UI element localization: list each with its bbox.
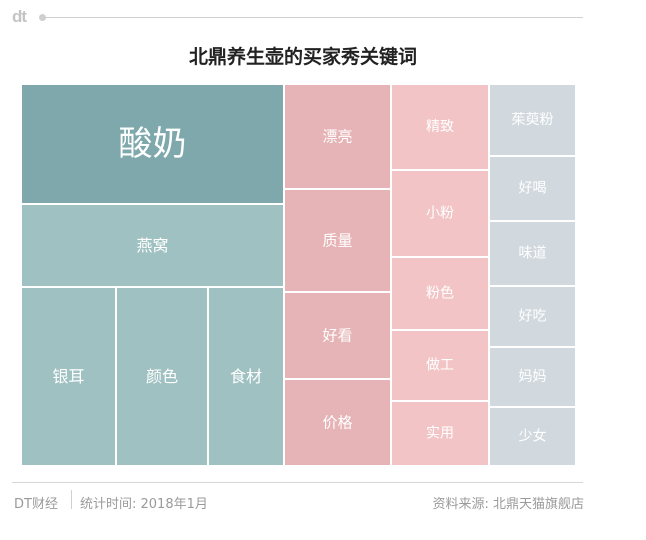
- treemap-cell-label: 好喝: [519, 181, 547, 197]
- treemap-cell-label: 做工: [426, 358, 454, 374]
- treemap-cell-label: 好吃: [519, 309, 547, 325]
- treemap-cell-label: 粉色: [426, 285, 454, 302]
- treemap-cell: 银耳: [22, 288, 115, 465]
- treemap-cell: 好看: [285, 293, 390, 378]
- treemap-cell-label: 燕窝: [136, 236, 168, 255]
- footer-separator: [71, 490, 72, 509]
- treemap-cell: 味道: [490, 222, 575, 285]
- treemap-cell: 好喝: [490, 157, 575, 220]
- treemap-cell-rect: [490, 222, 575, 285]
- treemap-cell: 小粉: [392, 171, 488, 256]
- footer-stat-time: 统计时间: 2018年1月: [80, 497, 208, 512]
- treemap-cell-label: 妈妈: [519, 369, 547, 385]
- treemap-cell-rect: [392, 402, 488, 465]
- treemap-cell-label: 小粉: [426, 206, 454, 222]
- treemap-cell-rect: [22, 288, 115, 465]
- footer-rule: [12, 482, 583, 483]
- treemap-cell-label: 茱萸粉: [512, 112, 554, 128]
- treemap-cell-label: 少女: [519, 428, 547, 445]
- treemap-cell-rect: [117, 288, 207, 465]
- treemap-cell-label: 食材: [230, 367, 262, 386]
- treemap-cell: 好吃: [490, 287, 575, 346]
- treemap-cell: 粉色: [392, 258, 488, 329]
- treemap-cell-label: 漂亮: [322, 128, 352, 146]
- treemap-cell: 妈妈: [490, 348, 575, 406]
- treemap-cell: 漂亮: [285, 85, 390, 188]
- treemap-cell: 精致: [392, 85, 488, 169]
- treemap-cell: 价格: [285, 380, 390, 465]
- treemap-cell: 酸奶: [22, 85, 283, 203]
- treemap-cell-label: 精致: [426, 119, 454, 135]
- treemap-cell-rect: [490, 287, 575, 346]
- treemap-cell-label: 酸奶: [119, 124, 187, 164]
- treemap-cell-label: 味道: [519, 246, 547, 262]
- treemap-cell: 做工: [392, 331, 488, 400]
- treemap-cell-rect: [392, 85, 488, 169]
- treemap-cell-rect: [22, 205, 283, 286]
- treemap-cell-label: 颜色: [146, 367, 178, 386]
- treemap-cell-rect: [285, 190, 390, 291]
- footer-source: 资料来源: 北鼎天猫旗舰店: [432, 497, 584, 512]
- treemap-cell-label: 价格: [322, 414, 352, 432]
- treemap-cell-rect: [285, 293, 390, 378]
- treemap-cell-rect: [490, 157, 575, 220]
- treemap-cell-rect: [490, 348, 575, 406]
- treemap-cell: 实用: [392, 402, 488, 465]
- treemap-cell-rect: [209, 288, 283, 465]
- treemap-cell-label: 好看: [322, 327, 352, 345]
- treemap-cell-rect: [392, 171, 488, 256]
- treemap-cell-rect: [392, 331, 488, 400]
- treemap-cell: 质量: [285, 190, 390, 291]
- treemap-cell: 茱萸粉: [490, 85, 575, 155]
- treemap-cell-rect: [392, 258, 488, 329]
- treemap-cell-label: 质量: [322, 232, 352, 250]
- chart-title: 北鼎养生壶的买家秀关键词: [188, 46, 417, 68]
- treemap-cell: 颜色: [117, 288, 207, 465]
- treemap-cell: 少女: [490, 408, 575, 465]
- footer-brand: DT财经: [14, 497, 58, 512]
- treemap-cell-rect: [490, 408, 575, 465]
- treemap-cell: 食材: [209, 288, 283, 465]
- treemap-cell-rect: [285, 380, 390, 465]
- treemap-cell-label: 实用: [426, 426, 454, 442]
- treemap-cell: 燕窝: [22, 205, 283, 286]
- treemap-cell-rect: [285, 85, 390, 188]
- treemap-cell-rect: [22, 85, 283, 203]
- header-rule: [42, 17, 583, 18]
- treemap-cell-label: 银耳: [52, 367, 84, 386]
- dt-logo: dt: [12, 7, 27, 26]
- treemap-cell-rect: [490, 85, 575, 155]
